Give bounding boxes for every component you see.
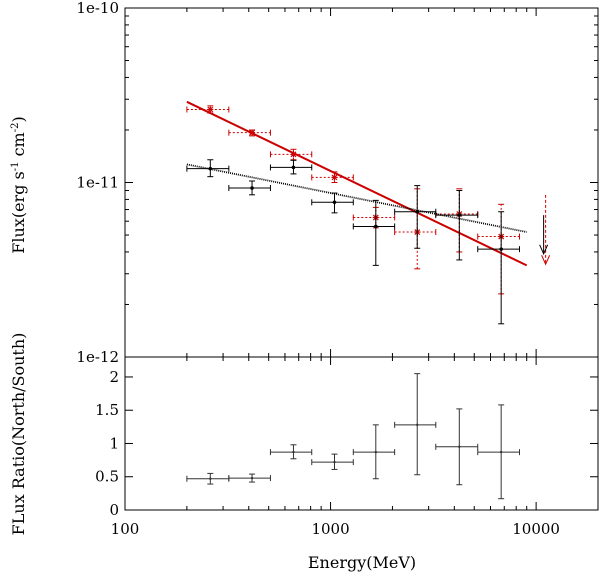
marker-stroke — [249, 129, 255, 136]
flux-marks — [186, 100, 551, 325]
ratio-point — [477, 404, 520, 500]
south-flux-point — [477, 211, 520, 325]
ratio-plot-frame — [124, 356, 599, 511]
south-dot-marker — [291, 165, 296, 170]
upper-limit-head — [539, 244, 549, 256]
south-dot-marker — [208, 166, 213, 171]
north-flux-point — [186, 105, 230, 114]
ratio-y-tick-label: 0.5 — [95, 468, 119, 486]
north-flux-point — [269, 148, 313, 161]
south-dot-marker — [415, 209, 420, 214]
x-tick-label: 1000 — [311, 520, 349, 538]
marker-stroke — [290, 151, 297, 158]
x-tick-label: 100 — [111, 520, 140, 538]
ratio-point — [352, 424, 396, 480]
flux-y-tick-label: 1e-11 — [76, 174, 119, 192]
south-dot-marker — [499, 247, 503, 251]
ratio-dot-marker — [458, 445, 461, 449]
south-dot-marker — [332, 200, 337, 205]
ratio-point — [228, 473, 271, 483]
ratio-y-tick-label: 1 — [109, 434, 119, 452]
ratio-point — [311, 453, 354, 470]
ratio-dot-marker — [292, 450, 295, 454]
ratio-y-tick-label: 1.5 — [95, 401, 119, 419]
south-flux-point — [269, 159, 313, 175]
flux-panel: 1e-12 1e-11 1e-10 — [76, 0, 599, 366]
south-flux-point — [435, 189, 479, 261]
marker-stroke — [207, 106, 214, 113]
south-flux-point — [228, 180, 271, 196]
ratio-point — [435, 408, 479, 486]
north-flux-point — [228, 129, 271, 137]
ratio-axes: 100 1000 10000 0 0.5 1 1.5 2 — [95, 356, 599, 538]
ratio-point — [269, 444, 313, 460]
flux-axes: 1e-12 1e-11 1e-10 — [76, 0, 599, 366]
north-asterisk-marker — [331, 174, 338, 181]
south-dot-marker — [457, 213, 462, 217]
ratio-dot-marker — [333, 460, 336, 464]
ratio-dot-marker — [250, 476, 254, 480]
ratio-dot-marker — [374, 450, 378, 454]
marker-stroke — [331, 174, 338, 181]
south-flux-point — [186, 159, 230, 178]
north-asterisk-marker — [207, 106, 214, 113]
upper-limit-head — [541, 255, 551, 266]
ratio-y-tick-label: 0 — [109, 501, 119, 519]
south-flux-point — [352, 199, 396, 266]
ratio-panel: 100 1000 10000 0 0.5 1 1.5 2 — [95, 356, 599, 538]
south-upper-limit-arrow — [539, 215, 549, 256]
ratio-point — [394, 373, 437, 476]
ratio-marks — [186, 373, 520, 500]
north-asterisk-marker — [290, 151, 297, 158]
ratio-dot-marker — [499, 450, 503, 454]
south-flux-point — [394, 185, 437, 249]
flux-y-axis-title: Flux(erg s-1 cm-2) — [9, 116, 28, 253]
south-flux-point — [311, 192, 354, 214]
north-upper-limit-arrow — [541, 194, 551, 266]
north-flux-point — [352, 206, 396, 229]
ratio-y-axis-title: FLux Ratio(North/South) — [9, 333, 28, 536]
north-flux-point — [394, 188, 437, 270]
south-dot-marker — [374, 224, 378, 229]
south-dot-marker — [250, 186, 254, 190]
ratio-point — [186, 472, 230, 485]
ratio-dot-marker — [416, 423, 419, 427]
north-flux-point — [311, 171, 354, 183]
ratio-y-tick-label: 2 — [109, 368, 119, 386]
flux-plot-frame — [124, 7, 599, 358]
ratio-dot-marker — [209, 477, 212, 480]
flux-y-tick-label: 1e-10 — [76, 0, 119, 17]
south-fit-line — [186, 163, 527, 233]
energy-x-axis-title: Energy(MeV) — [308, 553, 416, 572]
x-tick-label: 10000 — [512, 520, 560, 538]
north-asterisk-marker — [249, 129, 256, 136]
north-fit-line — [186, 100, 528, 267]
flux-y-tick-label: 1e-12 — [76, 348, 119, 366]
